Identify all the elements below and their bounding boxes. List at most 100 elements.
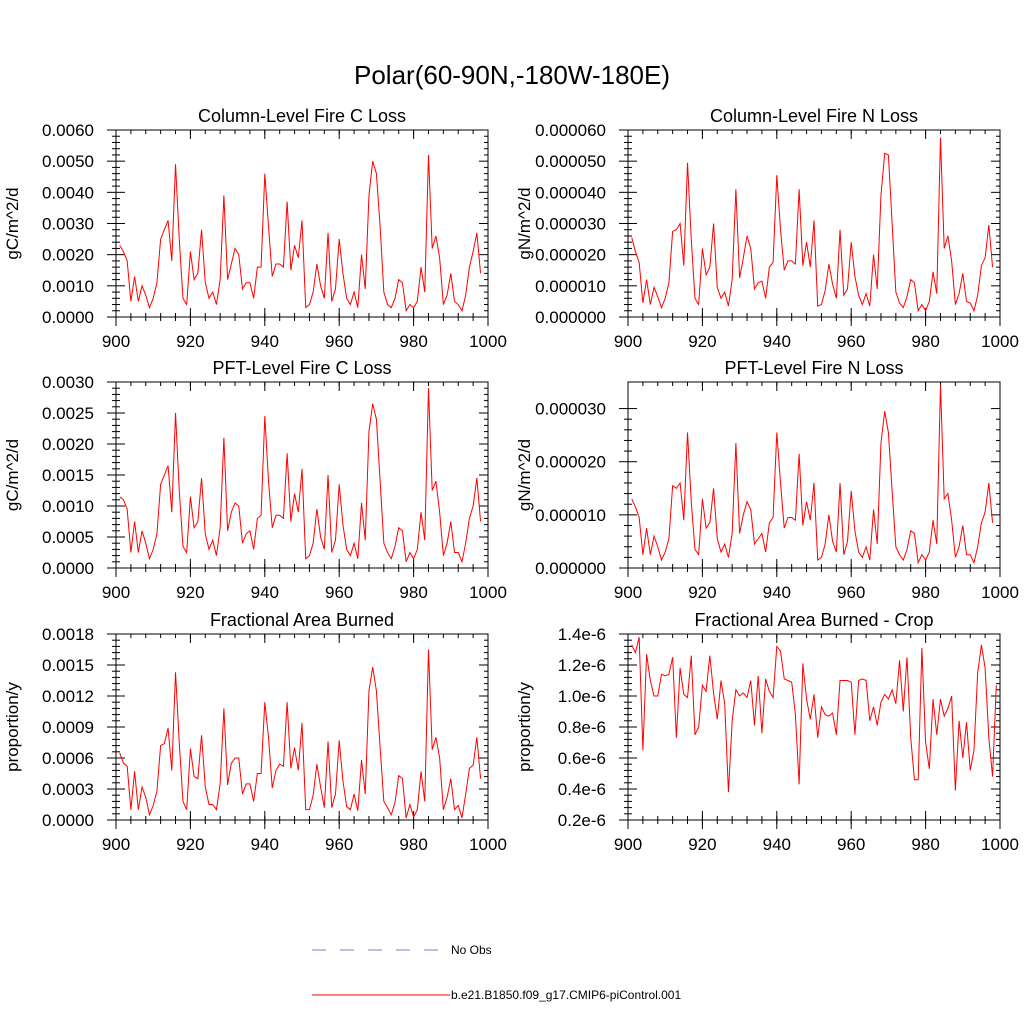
panel-title: Fractional Area Burned [210, 610, 394, 630]
y-axis-label: proportion/y [3, 682, 22, 772]
y-tick-label: 0.000030 [535, 215, 606, 234]
panel-title: Column-Level Fire C Loss [198, 106, 406, 126]
y-tick-label: 1.0e-6 [558, 687, 606, 706]
x-tick-label: 980 [911, 583, 939, 602]
y-tick-label: 0.0015 [42, 466, 94, 485]
x-tick-label: 960 [837, 583, 865, 602]
x-tick-label: 920 [688, 835, 716, 854]
y-axis-label: gC/m^2/d [3, 439, 22, 511]
y-tick-label: 0.0012 [42, 687, 94, 706]
x-tick-label: 940 [763, 835, 791, 854]
chart-panel-6: Fractional Area Burned - Crop proportion/… [515, 610, 1019, 854]
y-tick-label: 0.000040 [535, 183, 606, 202]
y-tick-label: 0.0000 [42, 308, 94, 327]
y-tick-label: 0.0040 [42, 183, 94, 202]
panel-title: PFT-Level Fire N Loss [724, 358, 903, 378]
figure-title: Polar(60-90N,-180W-180E) [354, 60, 670, 90]
y-tick-label: 0.0000 [42, 811, 94, 830]
y-tick-label: 0.000010 [535, 506, 606, 525]
panel-title: Column-Level Fire N Loss [710, 106, 918, 126]
y-tick-label: 0.000010 [535, 277, 606, 296]
plot-frame [627, 381, 1001, 569]
y-tick-label: 0.0009 [42, 718, 94, 737]
x-tick-label: 980 [911, 332, 939, 351]
y-tick-label: 1.2e-6 [558, 656, 606, 675]
x-tick-label: 1000 [981, 332, 1019, 351]
y-tick-label: 0.6e-6 [558, 749, 606, 768]
y-tick-label: 0.8e-6 [558, 718, 606, 737]
x-tick-label: 940 [251, 583, 279, 602]
y-tick-label: 0.2e-6 [558, 811, 606, 830]
legend-no-obs-label: No Obs [451, 943, 492, 957]
legend: No Obs b.e21.B1850.f09_g17.CMIP6-piContr… [312, 943, 681, 1002]
y-tick-label: 0.0020 [42, 435, 94, 454]
y-tick-label: 0.0010 [42, 277, 94, 296]
y-tick-label: 0.0060 [42, 121, 94, 140]
x-tick-label: 900 [614, 835, 642, 854]
y-tick-label: 0.0000 [42, 559, 94, 578]
series-line [119, 649, 482, 819]
y-tick-label: 0.0050 [42, 152, 94, 171]
x-tick-label: 940 [763, 332, 791, 351]
x-tick-label: 980 [399, 583, 427, 602]
y-tick-label: 0.000020 [535, 453, 606, 472]
x-tick-label: 920 [688, 332, 716, 351]
x-tick-label: 940 [763, 583, 791, 602]
y-tick-label: 0.0030 [42, 373, 94, 392]
x-tick-label: 900 [102, 332, 130, 351]
plot-frame [627, 633, 1001, 821]
x-tick-label: 940 [251, 332, 279, 351]
series-line [631, 636, 997, 793]
series-line [119, 388, 482, 564]
x-tick-label: 900 [102, 583, 130, 602]
y-tick-label: 0.000000 [535, 559, 606, 578]
x-tick-label: 920 [176, 835, 204, 854]
chart-panel-2: Column-Level Fire N Loss gN/m^2/d 900 920 94… [515, 106, 1019, 351]
x-tick-label: 960 [325, 332, 353, 351]
chart-panel-3: PFT-Level Fire C Loss gC/m^2/d 900 920 940 96… [3, 358, 507, 602]
x-tick-label: 980 [399, 835, 427, 854]
panels: Column-Level Fire C Loss gC/m^2/d 900 920 94… [3, 106, 1019, 854]
legend-model-label: b.e21.B1850.f09_g17.CMIP6-piControl.001 [451, 988, 681, 1002]
y-tick-label: 0.0020 [42, 246, 94, 265]
series-line [119, 154, 482, 313]
x-tick-label: 960 [325, 835, 353, 854]
chart-panel-1: Column-Level Fire C Loss gC/m^2/d 900 920 94… [3, 106, 507, 351]
y-tick-label: 0.0015 [42, 656, 94, 675]
x-tick-label: 980 [399, 332, 427, 351]
x-tick-label: 1000 [469, 332, 507, 351]
y-tick-label: 0.000060 [535, 121, 606, 140]
y-tick-label: 0.4e-6 [558, 780, 606, 799]
y-tick-label: 0.000050 [535, 152, 606, 171]
x-tick-label: 920 [176, 583, 204, 602]
x-tick-label: 900 [102, 835, 130, 854]
y-tick-label: 0.000000 [535, 308, 606, 327]
y-tick-label: 0.0005 [42, 528, 94, 547]
x-tick-label: 1000 [469, 583, 507, 602]
y-tick-label: 0.000030 [535, 400, 606, 419]
y-axis-label: gN/m^2/d [515, 187, 534, 259]
y-tick-label: 0.0003 [42, 780, 94, 799]
x-tick-label: 980 [911, 835, 939, 854]
y-axis-label: gC/m^2/d [3, 187, 22, 259]
x-tick-label: 920 [176, 332, 204, 351]
x-tick-label: 960 [325, 583, 353, 602]
series-line [631, 137, 994, 313]
y-tick-label: 0.0025 [42, 404, 94, 423]
y-axis-label: proportion/y [515, 682, 534, 772]
y-tick-label: 1.4e-6 [558, 625, 606, 644]
x-tick-label: 1000 [981, 835, 1019, 854]
y-tick-label: 0.0030 [42, 215, 94, 234]
x-tick-label: 940 [251, 835, 279, 854]
y-axis-label: gN/m^2/d [515, 439, 534, 511]
panel-title: Fractional Area Burned - Crop [694, 610, 933, 630]
chart-panel-5: Fractional Area Burned proportion/y 900 920… [3, 610, 507, 854]
y-tick-label: 0.0006 [42, 749, 94, 768]
x-tick-label: 920 [688, 583, 716, 602]
series-line [631, 384, 994, 565]
chart-panel-4: PFT-Level Fire N Loss gN/m^2/d 900 920 940 96… [515, 358, 1019, 602]
x-tick-label: 900 [614, 583, 642, 602]
panel-title: PFT-Level Fire C Loss [212, 358, 391, 378]
x-tick-label: 960 [837, 835, 865, 854]
